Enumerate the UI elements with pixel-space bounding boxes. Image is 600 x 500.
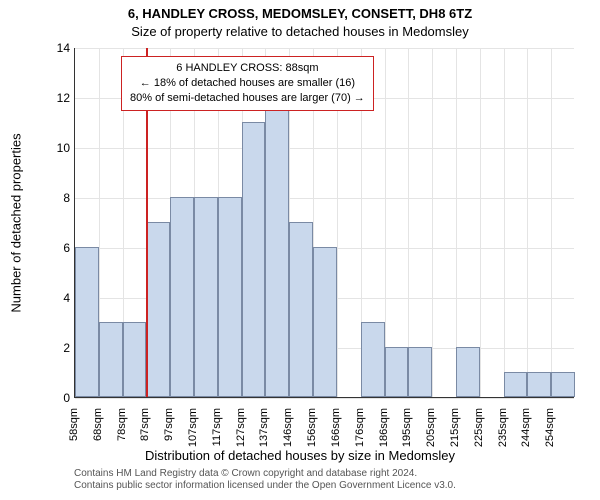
footer-line2: Contains public sector information licen… bbox=[74, 480, 574, 492]
histogram-bar bbox=[170, 197, 194, 397]
x-tick-label: 254sqm bbox=[544, 408, 556, 468]
x-tick-label: 78sqm bbox=[116, 408, 128, 468]
x-tick-label: 117sqm bbox=[211, 408, 223, 468]
histogram-bar bbox=[527, 372, 551, 397]
histogram-bar bbox=[265, 97, 289, 397]
x-tick-label: 176sqm bbox=[354, 408, 366, 468]
y-tick-label: 10 bbox=[42, 141, 70, 155]
histogram-bar bbox=[194, 197, 218, 397]
attribution-footer: Contains HM Land Registry data © Crown c… bbox=[74, 468, 574, 492]
y-tick-label: 12 bbox=[42, 91, 70, 105]
x-tick-label: 97sqm bbox=[163, 408, 175, 468]
gridline-h bbox=[75, 148, 574, 149]
callout-box: 6 HANDLEY CROSS: 88sqm ← 18% of detached… bbox=[121, 56, 374, 111]
histogram-bar bbox=[313, 247, 337, 397]
histogram-bar bbox=[99, 322, 123, 397]
x-tick-label: 58sqm bbox=[68, 408, 80, 468]
histogram-plot: 6 HANDLEY CROSS: 88sqm ← 18% of detached… bbox=[74, 48, 574, 398]
x-tick-label: 166sqm bbox=[330, 408, 342, 468]
x-tick-label: 156sqm bbox=[306, 408, 318, 468]
histogram-bar bbox=[504, 372, 528, 397]
histogram-bar bbox=[123, 322, 147, 397]
y-tick-label: 6 bbox=[42, 241, 70, 255]
chart-subtitle: Size of property relative to detached ho… bbox=[0, 24, 600, 39]
histogram-bar bbox=[289, 222, 313, 397]
gridline-h bbox=[75, 48, 574, 49]
gridline-v bbox=[527, 48, 528, 397]
callout-line3: 80% of semi-detached houses are larger (… bbox=[130, 91, 365, 106]
x-tick-label: 244sqm bbox=[520, 408, 532, 468]
histogram-bar bbox=[456, 347, 480, 397]
x-tick-label: 137sqm bbox=[258, 408, 270, 468]
histogram-bar bbox=[551, 372, 575, 397]
x-tick-label: 205sqm bbox=[425, 408, 437, 468]
gridline-v bbox=[408, 48, 409, 397]
x-tick-label: 68sqm bbox=[92, 408, 104, 468]
callout-line1: 6 HANDLEY CROSS: 88sqm bbox=[130, 61, 365, 76]
y-tick-label: 14 bbox=[42, 41, 70, 55]
x-tick-label: 186sqm bbox=[378, 408, 390, 468]
y-axis-label: Number of detached properties bbox=[9, 133, 24, 312]
x-tick-label: 127sqm bbox=[235, 408, 247, 468]
gridline-v bbox=[551, 48, 552, 397]
histogram-bar bbox=[75, 247, 99, 397]
histogram-bar bbox=[146, 222, 170, 397]
y-tick-label: 2 bbox=[42, 341, 70, 355]
y-tick-label: 0 bbox=[42, 391, 70, 405]
x-axis-label: Distribution of detached houses by size … bbox=[0, 448, 600, 463]
y-tick-label: 8 bbox=[42, 191, 70, 205]
footer-line1: Contains HM Land Registry data © Crown c… bbox=[74, 468, 574, 480]
gridline-v bbox=[456, 48, 457, 397]
gridline-v bbox=[504, 48, 505, 397]
y-tick-label: 4 bbox=[42, 291, 70, 305]
gridline-v bbox=[480, 48, 481, 397]
histogram-bar bbox=[361, 322, 385, 397]
gridline-v bbox=[385, 48, 386, 397]
callout-line2: ← 18% of detached houses are smaller (16… bbox=[130, 76, 365, 91]
x-tick-label: 146sqm bbox=[282, 408, 294, 468]
histogram-bar bbox=[218, 197, 242, 397]
x-tick-label: 215sqm bbox=[449, 408, 461, 468]
histogram-bar bbox=[408, 347, 432, 397]
x-tick-label: 235sqm bbox=[497, 408, 509, 468]
gridline-v bbox=[432, 48, 433, 397]
x-tick-label: 225sqm bbox=[473, 408, 485, 468]
gridline-h bbox=[75, 398, 574, 399]
histogram-bar bbox=[385, 347, 409, 397]
x-tick-label: 195sqm bbox=[401, 408, 413, 468]
histogram-bar bbox=[242, 122, 266, 397]
gridline-h bbox=[75, 198, 574, 199]
x-tick-label: 87sqm bbox=[139, 408, 151, 468]
x-tick-label: 107sqm bbox=[187, 408, 199, 468]
chart-title-address: 6, HANDLEY CROSS, MEDOMSLEY, CONSETT, DH… bbox=[0, 6, 600, 21]
